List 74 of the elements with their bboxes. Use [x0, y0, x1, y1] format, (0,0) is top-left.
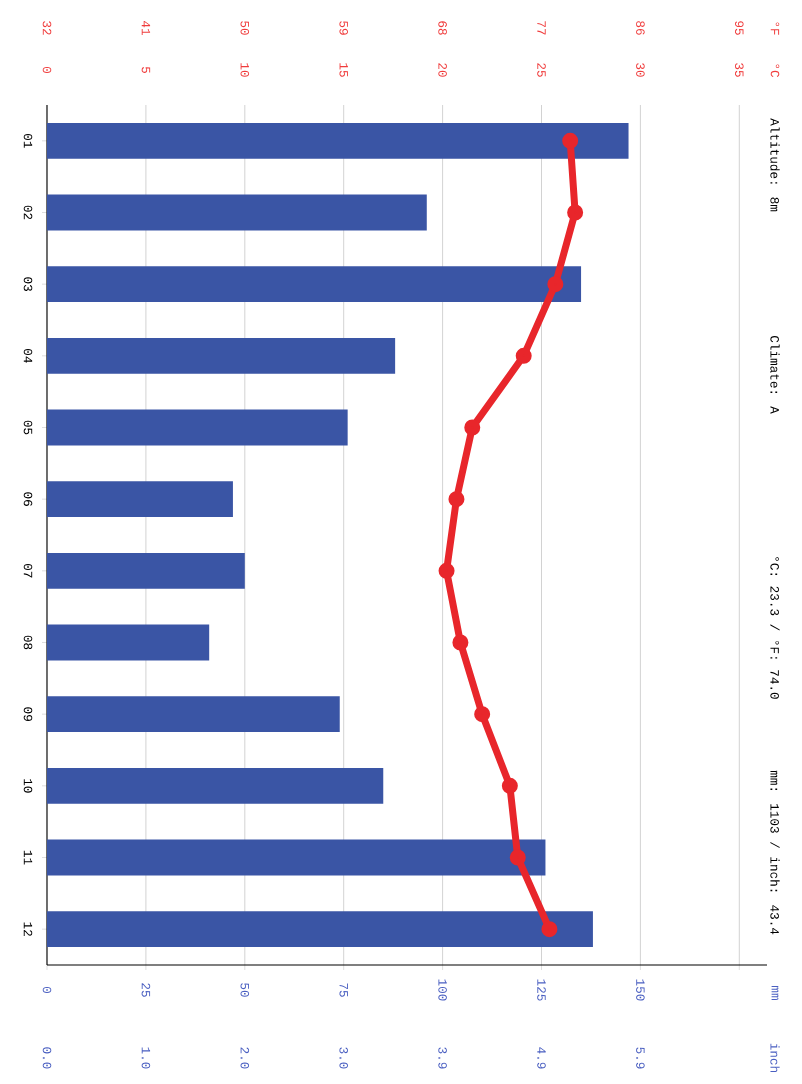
bar	[47, 194, 427, 231]
x2-tick-label: 35	[735, 63, 744, 77]
text: 3.9	[438, 1047, 447, 1069]
y-tick-label: 11	[23, 850, 33, 865]
x-tick-label: 50	[240, 983, 250, 997]
point	[452, 634, 469, 651]
text: mm: 1103 / inch: 43.4	[770, 770, 780, 935]
point	[474, 706, 491, 723]
x2-tick-label: 20	[438, 63, 447, 77]
bar	[47, 337, 396, 374]
bar	[47, 911, 593, 948]
text: 0.0	[42, 1047, 52, 1069]
x-tick-label: 25	[141, 983, 151, 997]
text: 50	[240, 21, 250, 35]
text: °C: 23.3 / °F: 74.0	[770, 557, 780, 699]
text: 2.0	[240, 1047, 250, 1069]
point	[438, 562, 455, 579]
x2-axis-title: °C	[770, 64, 780, 78]
text: inch	[770, 1043, 780, 1073]
x2-tick-label: 25	[537, 63, 546, 77]
bar	[47, 696, 340, 733]
bar	[47, 552, 245, 589]
bar	[47, 624, 210, 661]
text: 86	[636, 21, 645, 35]
bar	[47, 481, 233, 518]
x-tick-label: 75	[339, 983, 348, 997]
text: 1.0	[141, 1047, 151, 1069]
point	[509, 849, 526, 866]
y-tick-label: 03	[23, 277, 33, 291]
text: Climate: A	[770, 335, 780, 414]
x-tick-label: 100	[438, 979, 447, 1001]
point	[541, 921, 558, 938]
point	[515, 347, 532, 364]
text: 3.0	[339, 1047, 348, 1069]
y-tick-label: 10	[23, 779, 33, 793]
point	[464, 419, 481, 436]
bar	[47, 839, 546, 876]
y-tick-label: 06	[23, 492, 33, 506]
text: 95	[735, 21, 744, 35]
y-tick-label: 05	[23, 420, 33, 435]
x-tick-label: 0	[42, 986, 52, 994]
point	[501, 777, 518, 794]
x2-tick-label: 10	[240, 63, 250, 77]
y-tick-label: 01	[23, 134, 33, 148]
text: mm	[771, 985, 779, 1000]
text: Altitude: 8m	[770, 118, 780, 212]
bar	[47, 266, 582, 303]
x2-tick-label: 5	[141, 67, 151, 73]
text: 68	[438, 21, 447, 35]
x2-tick-label: 15	[339, 63, 348, 77]
y-tick-label: 07	[23, 564, 33, 578]
text: 59	[339, 21, 348, 35]
x-tick-label: 150	[636, 979, 645, 1001]
text: 4.9	[537, 1047, 546, 1069]
text: °F	[770, 22, 780, 35]
point	[567, 204, 584, 221]
text: 41	[141, 21, 151, 35]
bar	[47, 409, 348, 446]
x2-tick-label: 30	[636, 63, 645, 77]
text: 5.9	[636, 1047, 645, 1069]
y-tick-label: 04	[23, 349, 33, 363]
bar	[47, 122, 629, 159]
y-tick-label: 12	[23, 922, 33, 936]
text: 32	[42, 21, 52, 35]
text: 77	[537, 21, 546, 35]
y-tick-label: 02	[23, 205, 33, 220]
point	[448, 491, 465, 508]
point	[547, 276, 564, 293]
y-tick-label: 08	[23, 635, 33, 650]
x-tick-label: 125	[537, 979, 546, 1001]
point	[562, 132, 579, 149]
x2-tick-label: 0	[42, 66, 52, 74]
y-tick-label: 09	[23, 707, 33, 721]
bar	[47, 767, 384, 804]
